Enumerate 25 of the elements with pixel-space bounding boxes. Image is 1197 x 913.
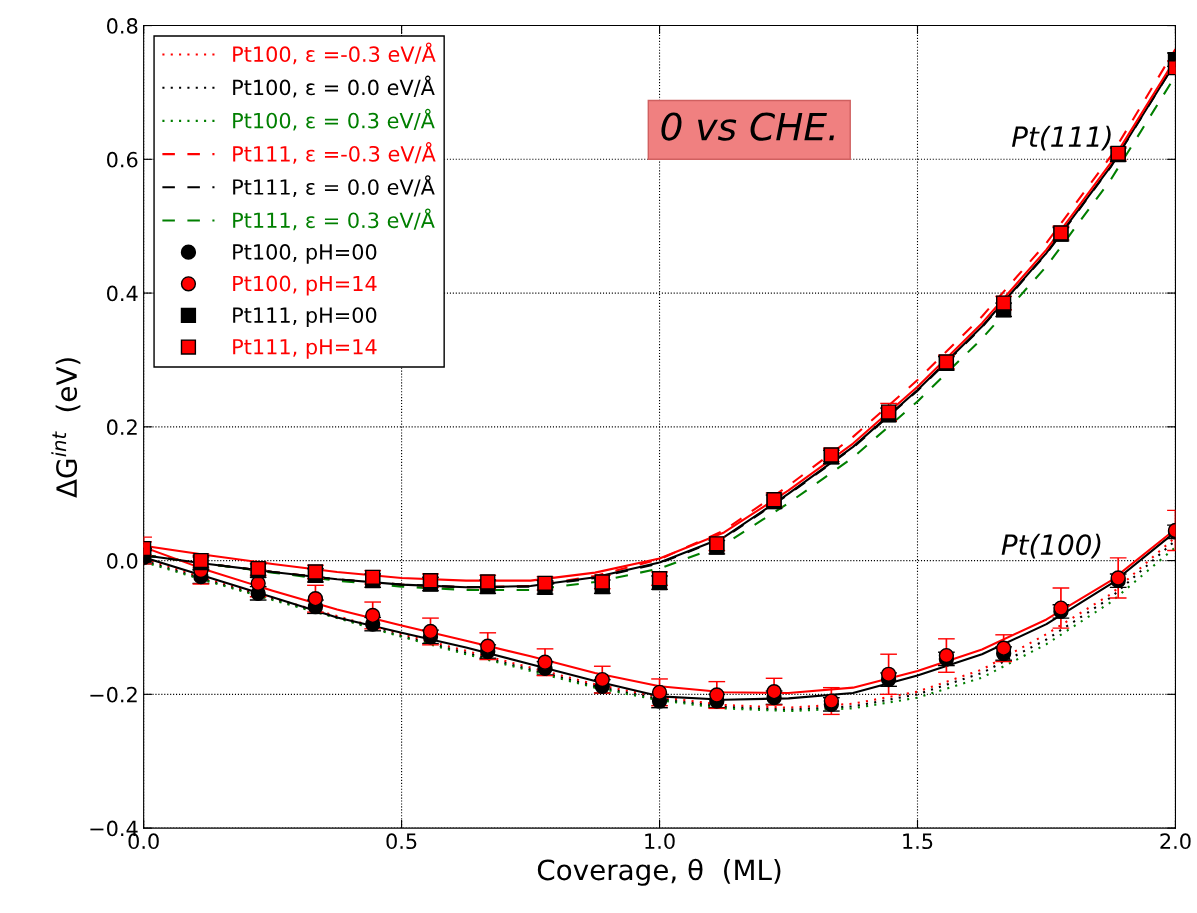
x-axis-title: Coverage, θ (ML) xyxy=(537,858,781,886)
annotation: 0 vs CHE. xyxy=(661,112,834,141)
legend-label: Pt100, ε = 0.3 eV/Å xyxy=(233,108,435,131)
y-tick-label: −0.2 xyxy=(90,686,137,703)
y-tick-label: 0.4 xyxy=(107,285,138,302)
y-tick-label: 0.8 xyxy=(107,18,138,34)
y-tick-label: 0.6 xyxy=(107,151,138,168)
legend-label: Pt111, pH=00 xyxy=(233,307,377,328)
legend-label: Pt111, pH=14 xyxy=(233,339,377,359)
legend-label: Pt100, pH=14 xyxy=(233,275,377,296)
legend-label: Pt100, ε = 0.0 eV/Å xyxy=(233,75,435,98)
annotation: Pt(100) xyxy=(1001,533,1101,559)
legend-label: Pt111, ε = 0.3 eV/Å xyxy=(233,208,435,231)
y-tick-label: 0.0 xyxy=(107,553,138,569)
legend-label: Pt111, ε = 0.0 eV/Å xyxy=(233,175,435,198)
x-tick-label: 0.5 xyxy=(386,833,417,850)
x-tick-label: 1.5 xyxy=(903,833,933,850)
x-tick-label: 1.0 xyxy=(645,833,675,850)
y-axis-title: ΔG$^{int}$ (eV) xyxy=(51,358,81,498)
legend-label: Pt111, ε =-0.3 eV/Å xyxy=(233,142,436,164)
y-tick-label: 0.2 xyxy=(107,419,137,436)
x-tick-label: 2.0 xyxy=(1160,833,1191,850)
annotation: Pt(111) xyxy=(1011,125,1111,151)
legend-label: Pt100, ε =-0.3 eV/Å xyxy=(233,42,436,65)
legend-label: Pt100, pH=00 xyxy=(233,244,377,264)
